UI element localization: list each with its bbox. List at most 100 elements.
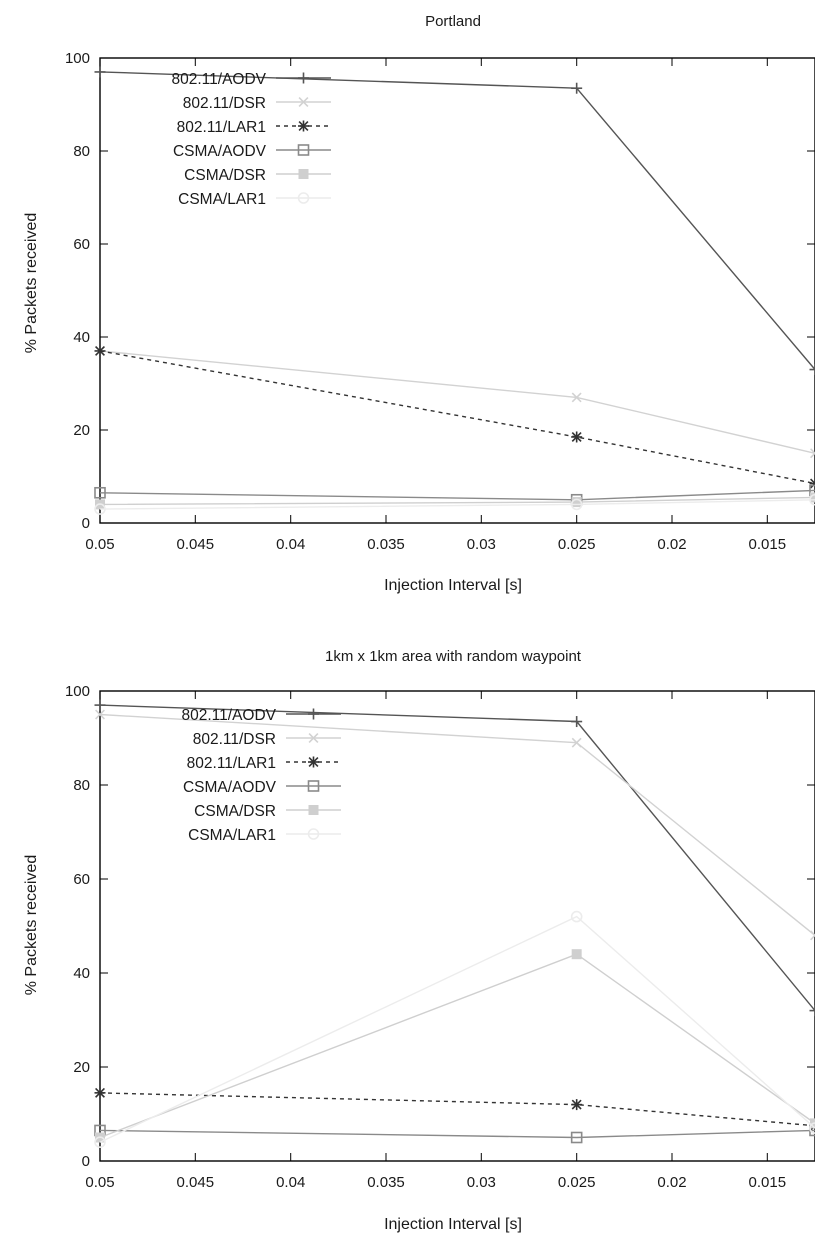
- y-tick-label: 20: [73, 422, 90, 439]
- series-line: [99, 71, 815, 370]
- data-point: [571, 737, 582, 748]
- legend-marker-sample-stroke: [298, 97, 309, 107]
- legend-marker-sample: [308, 733, 319, 743]
- data-point: [809, 477, 815, 489]
- x-tick: 0.02: [657, 691, 687, 1191]
- data-point-stroke: [95, 1087, 105, 1098]
- y-tick: 20: [73, 1059, 815, 1076]
- legend-entry: CSMA/LAR1: [188, 827, 341, 844]
- data-point: [571, 1099, 583, 1111]
- y-axis-label: % Packets received: [23, 213, 40, 354]
- data-point-stroke: [571, 432, 582, 442]
- data-point: [571, 949, 582, 960]
- legend-marker-sample-ring: [297, 192, 310, 204]
- data-point: [810, 448, 815, 459]
- x-tick-label: 0.04: [276, 1174, 305, 1191]
- series-line: [99, 915, 815, 1143]
- x-tick-label: 0.045: [177, 536, 215, 553]
- series-group: [94, 66, 815, 515]
- x-tick-label: 0.035: [367, 1174, 405, 1191]
- y-tick-label: 60: [73, 871, 90, 888]
- legend-entry: CSMA/AODV: [173, 143, 331, 160]
- data-point: [570, 1131, 583, 1144]
- legend-marker-sample: [298, 72, 309, 84]
- data-point: [94, 699, 106, 711]
- y-tick-label: 0: [82, 515, 90, 532]
- x-axis: 0.05 0.045 0.04 0.035: [85, 58, 786, 553]
- legend-label: 802.11/DSR: [183, 95, 266, 112]
- x-axis: 0.05 0.045 0.04 0.035: [85, 691, 786, 1191]
- y-tick-label: 80: [73, 143, 90, 160]
- series-group: [94, 699, 815, 1149]
- series-line: [99, 1092, 815, 1127]
- legend-label: 802.11/LAR1: [177, 119, 266, 136]
- y-tick-label: 0: [82, 1153, 90, 1170]
- y-tick: 0: [82, 515, 815, 532]
- series-csma-lar1: [94, 910, 815, 1149]
- y-tick: 60: [73, 236, 815, 253]
- series-csma-dsr: [95, 949, 815, 1143]
- x-tick-label: 0.045: [177, 1174, 215, 1191]
- y-axis: 0 20 40 60: [65, 683, 815, 1170]
- legend: 802.11/AODV 802.11/DSR 802.11/LAR1 CSMA/…: [182, 707, 341, 844]
- legend-marker-sample: [297, 192, 310, 204]
- y-tick-label: 20: [73, 1059, 90, 1076]
- x-tick: 0.025: [558, 58, 596, 553]
- series-line: [99, 499, 815, 510]
- data-point: [810, 930, 815, 941]
- data-point-stroke: [95, 709, 105, 720]
- data-point-stroke: [810, 448, 815, 455]
- x-tick-label: 0.015: [749, 536, 787, 553]
- legend-entry: CSMA/DSR: [194, 803, 341, 820]
- data-point: [809, 493, 815, 506]
- series-802-11-dsr: [95, 709, 815, 941]
- legend-label: CSMA/AODV: [173, 143, 267, 160]
- data-point: [94, 66, 106, 78]
- series-csma-lar1: [94, 493, 815, 515]
- y-tick-label: 100: [65, 50, 90, 67]
- data-point-ring: [570, 910, 583, 923]
- series-csma-aodv: [94, 1124, 815, 1144]
- legend-marker-sample-box: [307, 780, 320, 792]
- plot-area: 0 20 40 60: [65, 683, 815, 1191]
- chart-title: Portland: [425, 13, 481, 30]
- legend-marker-sample: [298, 97, 309, 107]
- chart-title: 1km x 1km area with random waypoint: [325, 648, 582, 665]
- y-tick: 100: [65, 50, 815, 67]
- legend-marker-sample: [307, 780, 320, 792]
- legend-label: 802.11/AODV: [182, 707, 277, 724]
- series-line: [99, 350, 815, 485]
- legend-marker-sample: [298, 120, 309, 132]
- data-point-stroke: [810, 478, 815, 485]
- y-tick: 80: [73, 777, 815, 794]
- data-point-ring: [809, 493, 815, 506]
- data-point-stroke: [810, 452, 815, 459]
- x-tick: 0.035: [367, 58, 405, 553]
- data-point-stroke: [571, 392, 582, 403]
- legend: 802.11/AODV 802.11/DSR 802.11/LAR1 CSMA/…: [172, 71, 331, 208]
- y-tick: 60: [73, 871, 815, 888]
- data-point-stroke: [95, 345, 105, 356]
- data-point: [94, 1087, 106, 1099]
- data-point: [94, 486, 106, 499]
- x-tick: 0.05: [85, 691, 115, 1191]
- legend-marker-sample: [307, 828, 320, 840]
- data-point-box: [809, 484, 815, 497]
- legend-marker-sample: [297, 144, 310, 156]
- x-tick-label: 0.015: [749, 1174, 787, 1191]
- legend-label: CSMA/LAR1: [178, 191, 266, 208]
- series-802-11-aodv: [94, 699, 815, 1017]
- data-point: [95, 709, 105, 720]
- data-point-stroke: [810, 1124, 815, 1131]
- x-tick-label: 0.025: [558, 536, 596, 553]
- x-tick: 0.03: [467, 691, 496, 1191]
- chart-panel-portland: Portland % Packets received Injection In…: [23, 13, 815, 594]
- legend-marker-sample-box: [297, 144, 310, 156]
- data-point-box: [571, 949, 582, 960]
- data-point-stroke: [571, 1099, 582, 1110]
- y-tick: 20: [73, 422, 815, 439]
- legend-entry: CSMA/AODV: [183, 779, 341, 796]
- plot-frame: [99, 57, 815, 524]
- data-point-box: [570, 1131, 583, 1144]
- y-tick-label: 100: [65, 683, 90, 700]
